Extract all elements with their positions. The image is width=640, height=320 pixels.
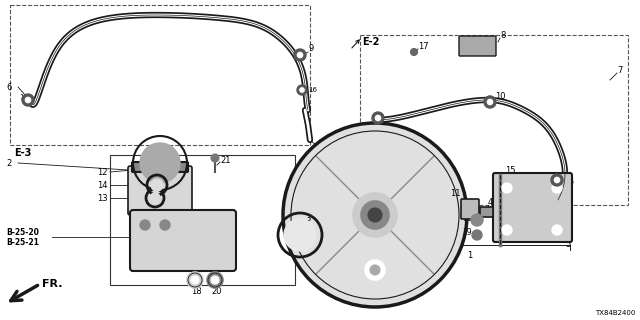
Circle shape [150,193,160,203]
Circle shape [410,49,417,55]
Circle shape [551,174,563,186]
Circle shape [552,183,562,193]
Circle shape [372,112,384,124]
Circle shape [297,85,307,95]
Circle shape [160,220,170,230]
Circle shape [487,99,493,105]
Circle shape [140,143,180,183]
Text: 10: 10 [495,92,506,100]
Circle shape [370,265,380,275]
Text: E-2: E-2 [362,37,380,47]
Circle shape [361,201,389,229]
Text: 8: 8 [500,30,506,39]
Text: 18: 18 [191,287,202,297]
Text: E-3: E-3 [14,148,31,158]
Circle shape [140,220,150,230]
Text: 11: 11 [450,188,461,197]
Circle shape [375,115,381,121]
Circle shape [211,276,219,284]
Text: 7: 7 [617,66,622,75]
Text: 16: 16 [19,94,28,100]
Circle shape [554,177,560,183]
Circle shape [300,87,305,92]
Circle shape [25,97,31,103]
Circle shape [552,225,562,235]
FancyBboxPatch shape [461,199,479,219]
Text: 19: 19 [462,213,472,222]
Circle shape [207,272,223,288]
Circle shape [353,193,397,237]
Circle shape [151,179,163,191]
Text: 17: 17 [418,42,429,51]
FancyBboxPatch shape [459,36,496,56]
Text: 16: 16 [308,87,317,93]
FancyBboxPatch shape [480,207,493,217]
FancyBboxPatch shape [132,162,188,172]
Circle shape [365,260,385,280]
Text: 2: 2 [6,158,12,167]
FancyBboxPatch shape [130,210,236,271]
Circle shape [294,49,306,61]
Circle shape [502,225,512,235]
Text: 3: 3 [305,213,310,222]
Circle shape [187,272,203,288]
Circle shape [368,208,382,222]
Circle shape [191,276,199,284]
Text: FR.: FR. [42,279,63,289]
Text: 5: 5 [565,239,570,249]
Text: 19: 19 [462,228,472,236]
Circle shape [283,123,467,307]
Circle shape [297,52,303,58]
Text: 1: 1 [467,251,472,260]
Text: 20: 20 [211,287,221,297]
Text: 21: 21 [220,156,230,164]
FancyBboxPatch shape [493,173,572,242]
Circle shape [502,183,512,193]
Text: TX84B2400: TX84B2400 [595,310,635,316]
Text: 13: 13 [97,194,108,203]
Text: 15: 15 [505,165,515,174]
Circle shape [284,219,316,251]
Circle shape [211,154,219,162]
Text: 4: 4 [488,197,493,206]
Text: 12: 12 [97,167,108,177]
Text: 16: 16 [565,179,574,185]
Circle shape [471,214,483,226]
Text: B-25-20: B-25-20 [6,228,39,236]
Text: 14: 14 [97,180,108,189]
FancyBboxPatch shape [128,166,192,215]
Text: 9: 9 [308,44,313,52]
Circle shape [484,96,496,108]
Text: 6: 6 [6,83,12,92]
Circle shape [22,94,34,106]
Circle shape [472,230,482,240]
Text: B-25-21: B-25-21 [6,237,39,246]
Text: 16: 16 [362,127,371,133]
